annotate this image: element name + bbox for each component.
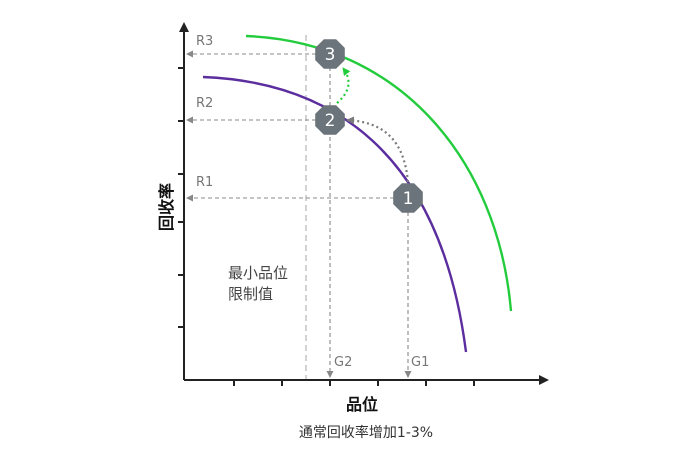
x-tick-label-g2: G2 — [334, 355, 352, 370]
data-point-marker — [315, 39, 345, 69]
y-axis-label: 回收率 — [157, 183, 176, 231]
data-point-label: 1 — [403, 189, 414, 209]
y-tick-label-r1: R1 — [196, 175, 213, 190]
transition-arrow-1-to-2 — [346, 116, 410, 183]
data-points: 1 2 3 — [315, 39, 423, 213]
data-point-marker — [315, 105, 345, 135]
series-line-lower — [202, 75, 468, 353]
chart-caption: 通常回收率增加1-3% — [299, 424, 433, 441]
data-point-marker — [393, 183, 423, 213]
series-line-upper — [245, 34, 513, 312]
data-point-3: 3 — [315, 39, 345, 69]
transition-arrow-2-to-3 — [336, 67, 351, 104]
data-point-label: 3 — [325, 45, 336, 65]
annotation-line-1: 最小品位 — [228, 264, 288, 282]
data-point-2: 2 — [315, 105, 345, 135]
y-tick-label-r2: R2 — [196, 96, 213, 111]
data-point-label: 2 — [325, 111, 336, 131]
data-point-1: 1 — [393, 183, 423, 213]
y-tick-label-r3: R3 — [196, 34, 213, 49]
x-axis-label: 品位 — [346, 395, 378, 414]
guide-lines — [186, 46, 412, 378]
axis-ticks — [178, 67, 475, 386]
annotation-line-2: 限制值 — [228, 285, 273, 303]
x-tick-label-g1: G1 — [411, 355, 429, 370]
